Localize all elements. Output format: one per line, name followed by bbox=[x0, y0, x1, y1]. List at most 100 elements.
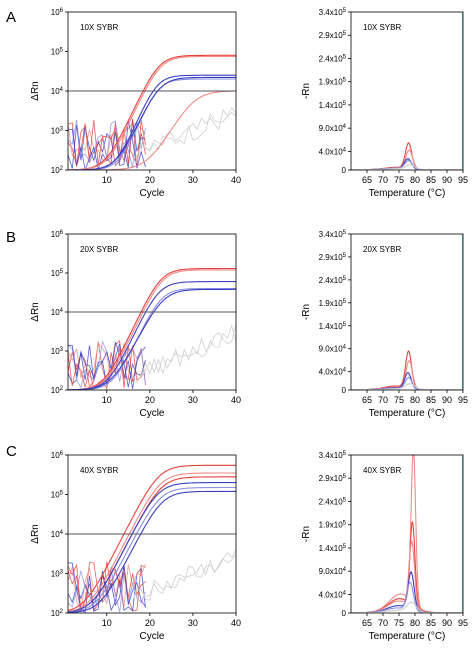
amplification-curve bbox=[68, 267, 236, 390]
y-tick-label: 104 bbox=[51, 530, 64, 539]
x-tick-label: 30 bbox=[188, 175, 198, 185]
x-tick-label: 10 bbox=[102, 175, 112, 185]
amplification-curve bbox=[68, 464, 236, 612]
noise-trace bbox=[68, 341, 146, 388]
y-tick-label-base: 10 bbox=[51, 530, 60, 539]
y-tick-label-base: 10 bbox=[51, 386, 60, 395]
x-tick-label: 90 bbox=[442, 395, 452, 405]
y-tick-label-base: 10 bbox=[51, 127, 60, 136]
amplification-curve bbox=[68, 269, 236, 390]
y-tick-label-base: 0 bbox=[342, 166, 347, 175]
ntc-trace bbox=[132, 108, 236, 164]
y-tick-label-base: 1.9x10 bbox=[319, 78, 344, 87]
panel-label-c: C bbox=[6, 443, 17, 460]
plot-area bbox=[351, 455, 463, 613]
y-tick-label-exponent: 5 bbox=[343, 54, 347, 60]
x-tick-label: 80 bbox=[410, 618, 420, 628]
melt-peak-curve bbox=[351, 539, 463, 613]
chart-b-melt: 04.0x1049.0x1041.4x1051.9x1052.4x1052.9x… bbox=[301, 230, 468, 419]
y-tick-label: 9.0x104 bbox=[319, 345, 347, 354]
y-tick-label-base: 10 bbox=[51, 87, 60, 96]
y-tick-label-exponent: 4 bbox=[343, 147, 347, 153]
y-tick-label-base: 3.4x10 bbox=[319, 451, 344, 460]
y-tick-label: 1.9x105 bbox=[319, 521, 347, 530]
y-tick-label: 0 bbox=[342, 386, 347, 395]
amplification-curve bbox=[68, 281, 236, 390]
y-tick-label-base: 2.4x10 bbox=[319, 54, 344, 63]
y-tick-label: 2.4x105 bbox=[319, 497, 347, 506]
y-tick-label-base: 0 bbox=[342, 609, 347, 618]
x-tick-label: 75 bbox=[394, 175, 404, 185]
y-tick-label: 102 bbox=[51, 166, 64, 175]
y-tick-label: 106 bbox=[51, 8, 64, 17]
amplification-curve bbox=[68, 288, 236, 390]
y-tick-label: 103 bbox=[51, 127, 64, 136]
panel-label-b: B bbox=[6, 229, 16, 246]
plot-area bbox=[351, 142, 463, 170]
x-tick-label: 85 bbox=[426, 618, 436, 628]
x-axis-label: Cycle bbox=[139, 408, 164, 419]
plot-frame bbox=[350, 233, 464, 391]
x-tick-label: 40 bbox=[231, 395, 241, 405]
y-tick-label-base: 3.4x10 bbox=[319, 8, 344, 17]
x-tick-label: 90 bbox=[442, 175, 452, 185]
plot-frame bbox=[350, 454, 464, 614]
y-tick-label-exponent: 6 bbox=[60, 451, 64, 457]
x-tick-label: 95 bbox=[458, 618, 468, 628]
y-tick-label: 106 bbox=[51, 230, 64, 239]
y-tick-label-base: 2.4x10 bbox=[319, 276, 344, 285]
y-tick-label-exponent: 5 bbox=[343, 230, 347, 236]
y-tick-label: 102 bbox=[51, 609, 64, 618]
melt-peak-curve bbox=[351, 376, 463, 390]
x-tick-label: 30 bbox=[188, 395, 198, 405]
plot-area bbox=[68, 54, 236, 170]
chart-a-melt: 04.0x1049.0x1041.4x1051.9x1052.4x1052.9x… bbox=[301, 8, 468, 199]
y-tick-label: 102 bbox=[51, 386, 64, 395]
y-tick-label: 104 bbox=[51, 308, 64, 317]
y-tick-label-exponent: 4 bbox=[60, 308, 64, 314]
x-tick-label: 85 bbox=[426, 175, 436, 185]
x-tick-label: 20 bbox=[145, 175, 155, 185]
y-tick-label-exponent: 4 bbox=[343, 567, 347, 573]
x-tick-label: 65 bbox=[362, 618, 372, 628]
x-axis-label: Temperature (°C) bbox=[369, 631, 446, 642]
ntc-trace bbox=[132, 323, 236, 384]
y-tick-label-exponent: 4 bbox=[60, 530, 64, 536]
y-tick-label: 1.4x105 bbox=[319, 101, 347, 110]
y-tick-label-base: 1.4x10 bbox=[319, 101, 344, 110]
y-tick-label-exponent: 5 bbox=[60, 269, 64, 275]
x-tick-label: 95 bbox=[458, 175, 468, 185]
y-axis-label: ΔRn bbox=[30, 302, 41, 321]
chart-annotation: 40X SYBR bbox=[363, 466, 401, 475]
y-tick-label-base: 2.9x10 bbox=[319, 474, 344, 483]
y-tick-label-base: 10 bbox=[51, 491, 60, 500]
y-tick-label-base: 4.0x10 bbox=[319, 368, 344, 377]
melt-peak-curve bbox=[351, 601, 463, 613]
y-tick-label-exponent: 5 bbox=[343, 544, 347, 550]
y-axis-label: -Rn bbox=[301, 304, 312, 320]
x-tick-label: 80 bbox=[410, 395, 420, 405]
y-tick-label-exponent: 5 bbox=[343, 31, 347, 37]
y-tick-label-base: 4.0x10 bbox=[319, 147, 344, 156]
y-tick-label-exponent: 2 bbox=[60, 166, 64, 172]
chart-annotation: 10X SYBR bbox=[363, 23, 401, 32]
y-tick-label: 3.4x105 bbox=[319, 8, 347, 17]
y-tick-label-exponent: 6 bbox=[60, 8, 64, 14]
y-tick-label: 106 bbox=[51, 451, 64, 460]
y-tick-label-base: 9.0x10 bbox=[319, 124, 344, 133]
y-tick-label: 103 bbox=[51, 347, 64, 356]
y-tick-label-base: 2.4x10 bbox=[319, 497, 344, 506]
melt-peak-curve bbox=[351, 164, 463, 170]
noise-trace bbox=[68, 118, 146, 169]
amplification-curve bbox=[68, 55, 236, 170]
y-tick-label-exponent: 5 bbox=[343, 78, 347, 84]
y-tick-label-exponent: 4 bbox=[343, 124, 347, 130]
y-tick-label-base: 10 bbox=[51, 451, 60, 460]
y-tick-label-base: 10 bbox=[51, 166, 60, 175]
y-tick-label-exponent: 2 bbox=[60, 386, 64, 392]
y-tick-label: 0 bbox=[342, 166, 347, 175]
amplification-curve bbox=[68, 490, 236, 613]
